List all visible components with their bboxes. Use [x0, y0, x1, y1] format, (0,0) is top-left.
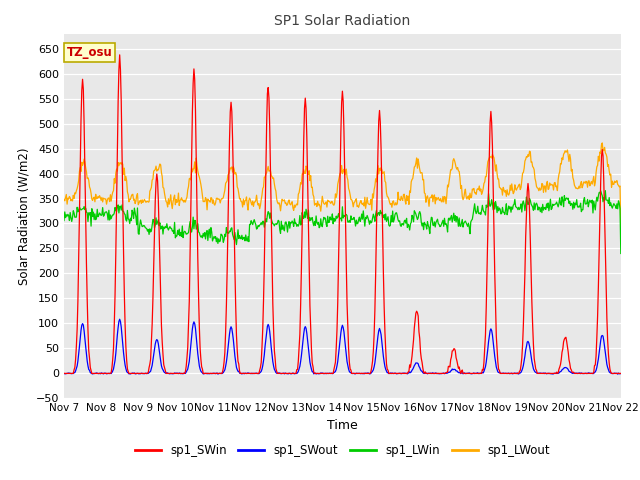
Legend: sp1_SWin, sp1_SWout, sp1_LWin, sp1_LWout: sp1_SWin, sp1_SWout, sp1_LWin, sp1_LWout: [130, 439, 555, 462]
X-axis label: Time: Time: [327, 419, 358, 432]
Title: SP1 Solar Radiation: SP1 Solar Radiation: [275, 14, 410, 28]
Y-axis label: Solar Radiation (W/m2): Solar Radiation (W/m2): [17, 147, 30, 285]
Text: TZ_osu: TZ_osu: [67, 47, 113, 60]
